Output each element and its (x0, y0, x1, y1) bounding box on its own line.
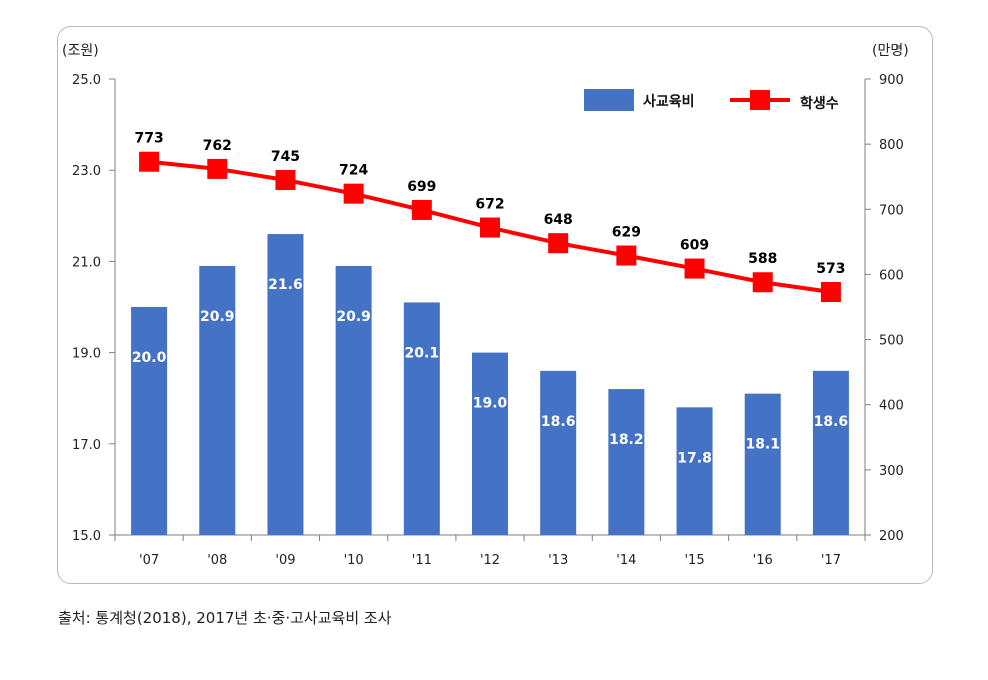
bar (131, 307, 168, 535)
line-data-label: 762 (203, 138, 232, 154)
line-marker (207, 158, 228, 179)
bar (335, 265, 372, 535)
bar-data-label: 20.9 (200, 309, 235, 325)
right-tick-label: 400 (879, 399, 904, 414)
legend-line-label: 학생수 (800, 96, 839, 112)
left-tick-label: 23.0 (72, 164, 101, 179)
line-labels-group: 773 762 745 724 699 672 648 629 609 588 573 (134, 131, 845, 277)
bar-data-label: 20.0 (132, 350, 167, 366)
right-tick-label: 700 (879, 203, 904, 218)
x-tick-label: '10 (344, 553, 364, 568)
right-tick-label: 900 (879, 73, 904, 88)
bar (812, 370, 849, 535)
bar (267, 234, 304, 536)
line-marker (752, 272, 773, 293)
legend-line-marker (750, 90, 770, 110)
bar-data-label: 18.1 (745, 437, 780, 453)
x-tick-label: '14 (616, 553, 636, 568)
right-tick-label: 800 (879, 138, 904, 153)
x-tick-label: '13 (548, 553, 568, 568)
line-marker (548, 233, 569, 254)
line-data-label: 699 (407, 179, 436, 195)
left-tick-label: 25.0 (72, 73, 101, 88)
bar-data-label: 21.6 (268, 277, 303, 293)
bar-data-label: 18.6 (541, 414, 576, 430)
left-tick-label: 17.0 (72, 438, 101, 453)
x-tick-label: '09 (275, 553, 295, 568)
line-data-label: 724 (339, 163, 368, 179)
bar-labels-group: 20.0 20.9 21.6 20.9 20.1 19.0 18.6 18.2 17.8 18.1… (132, 277, 848, 466)
right-tick-label: 300 (879, 464, 904, 479)
line-marker (275, 169, 296, 190)
bar (676, 407, 713, 535)
bar-data-label: 20.9 (336, 309, 371, 325)
line-data-label: 609 (680, 238, 709, 254)
bar-data-label: 18.6 (814, 414, 849, 430)
left-tick-label: 19.0 (72, 347, 101, 362)
x-tick-label: '11 (412, 553, 432, 568)
right-axis-unit: (만명) (872, 43, 909, 59)
bar-data-label: 19.0 (473, 396, 508, 412)
line-marker (139, 151, 160, 172)
line-data-label: 629 (612, 225, 641, 241)
bar (403, 302, 440, 535)
line-data-label: 745 (271, 149, 300, 165)
right-tick-label: 500 (879, 334, 904, 349)
bar-data-label: 17.8 (677, 450, 712, 466)
line-marker (411, 199, 432, 220)
left-axis-unit: (조원) (62, 43, 99, 59)
x-tick-label: '16 (753, 553, 773, 568)
bar (540, 370, 577, 535)
right-tick-label: 200 (879, 529, 904, 544)
bar (199, 265, 236, 535)
legend-bar-label: 사교육비 (643, 94, 695, 110)
line-data-label: 588 (748, 251, 777, 267)
line-group (139, 151, 841, 303)
line-marker (820, 282, 841, 303)
line-data-label: 648 (544, 212, 573, 228)
left-tick-label: 21.0 (72, 255, 101, 270)
line-marker (616, 245, 637, 266)
ticks-group: 15.0 17.0 19.0 21.0 23.0 25.0 200 300 400 500 600 7… (72, 73, 904, 568)
x-tick-label: '17 (821, 553, 841, 568)
line-marker (684, 258, 705, 279)
x-tick-label: '15 (684, 553, 704, 568)
bar (472, 352, 508, 535)
bar (608, 389, 645, 535)
bar-data-label: 18.2 (609, 432, 644, 448)
x-tick-label: '12 (480, 553, 500, 568)
right-tick-label: 600 (879, 268, 904, 283)
bars-group (131, 234, 849, 536)
legend-bar-swatch (584, 89, 634, 111)
line-marker (343, 183, 364, 204)
bar (744, 393, 781, 535)
line-data-label: 773 (134, 131, 163, 147)
source-note: 출처: 통계청(2018), 2017년 초·중·고사교육비 조사 (58, 609, 392, 627)
line-data-label: 672 (475, 197, 504, 213)
line-data-label: 573 (816, 261, 845, 277)
x-tick-label: '08 (207, 553, 227, 568)
x-tick-label: '07 (139, 553, 159, 568)
line-marker (480, 217, 500, 238)
left-tick-label: 15.0 (72, 529, 101, 544)
bar-data-label: 20.1 (405, 345, 440, 361)
